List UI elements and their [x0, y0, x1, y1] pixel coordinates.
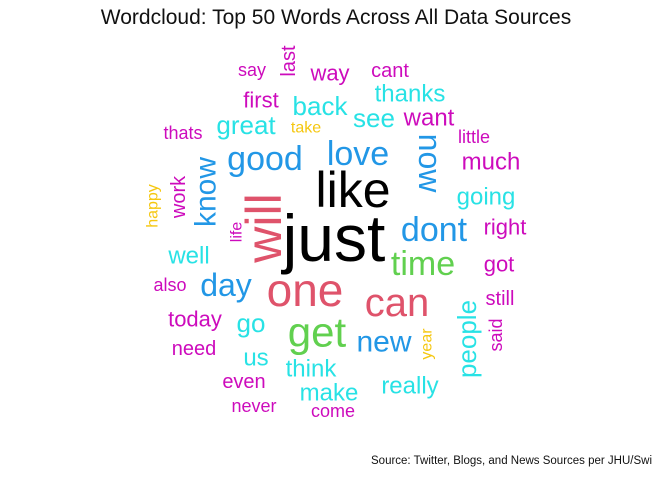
word-life: life [229, 222, 246, 243]
word-much: much [462, 149, 521, 176]
word-thats: thats [163, 123, 202, 143]
chart-caption: Source: Twitter, Blogs, and News Sources… [371, 455, 653, 467]
word-way: way [309, 61, 349, 86]
word-dont: dont [401, 211, 468, 249]
word-right: right [484, 215, 527, 240]
word-will: will [236, 193, 292, 263]
word-love: love [327, 135, 389, 173]
word-today: today [168, 307, 222, 332]
word-never: never [231, 396, 276, 416]
word-even: even [222, 371, 265, 393]
word-make: make [300, 380, 359, 407]
word-think: think [286, 356, 338, 383]
word-want: want [403, 105, 455, 132]
chart-title: Wordcloud: Top 50 Words Across All Data … [100, 6, 572, 29]
word-take: take [291, 120, 321, 137]
word-good: good [227, 140, 303, 178]
word-year: year [419, 328, 436, 360]
word-work: work [168, 175, 190, 219]
word-people: people [452, 300, 482, 378]
word-last: last [278, 45, 300, 77]
word-time: time [391, 245, 455, 283]
word-day: day [200, 267, 252, 303]
word-still: still [486, 288, 515, 310]
word-one: one [267, 264, 344, 316]
word-well: well [167, 243, 209, 270]
word-little: little [458, 127, 490, 147]
word-really: really [381, 373, 438, 400]
word-said: said [486, 318, 506, 351]
word-can: can [365, 281, 430, 325]
word-like: like [315, 162, 390, 218]
word-great: great [216, 110, 276, 140]
word-also: also [153, 275, 186, 295]
word-come: come [311, 401, 355, 421]
word-happy: happy [145, 184, 162, 228]
word-need: need [172, 338, 217, 360]
word-see: see [353, 103, 395, 133]
word-cant: cant [371, 60, 409, 82]
word-going: going [457, 184, 516, 211]
word-back: back [293, 91, 349, 121]
word-new: new [356, 326, 411, 359]
word-get: get [288, 309, 347, 356]
word-first: first [243, 88, 278, 113]
word-now: now [412, 134, 448, 194]
word-just: just [281, 201, 386, 275]
word-thanks: thanks [375, 81, 446, 108]
word-us: us [243, 345, 268, 372]
word-know: know [190, 157, 223, 227]
word-got: got [484, 252, 515, 277]
word-go: go [237, 308, 266, 338]
word-say: say [238, 60, 266, 80]
